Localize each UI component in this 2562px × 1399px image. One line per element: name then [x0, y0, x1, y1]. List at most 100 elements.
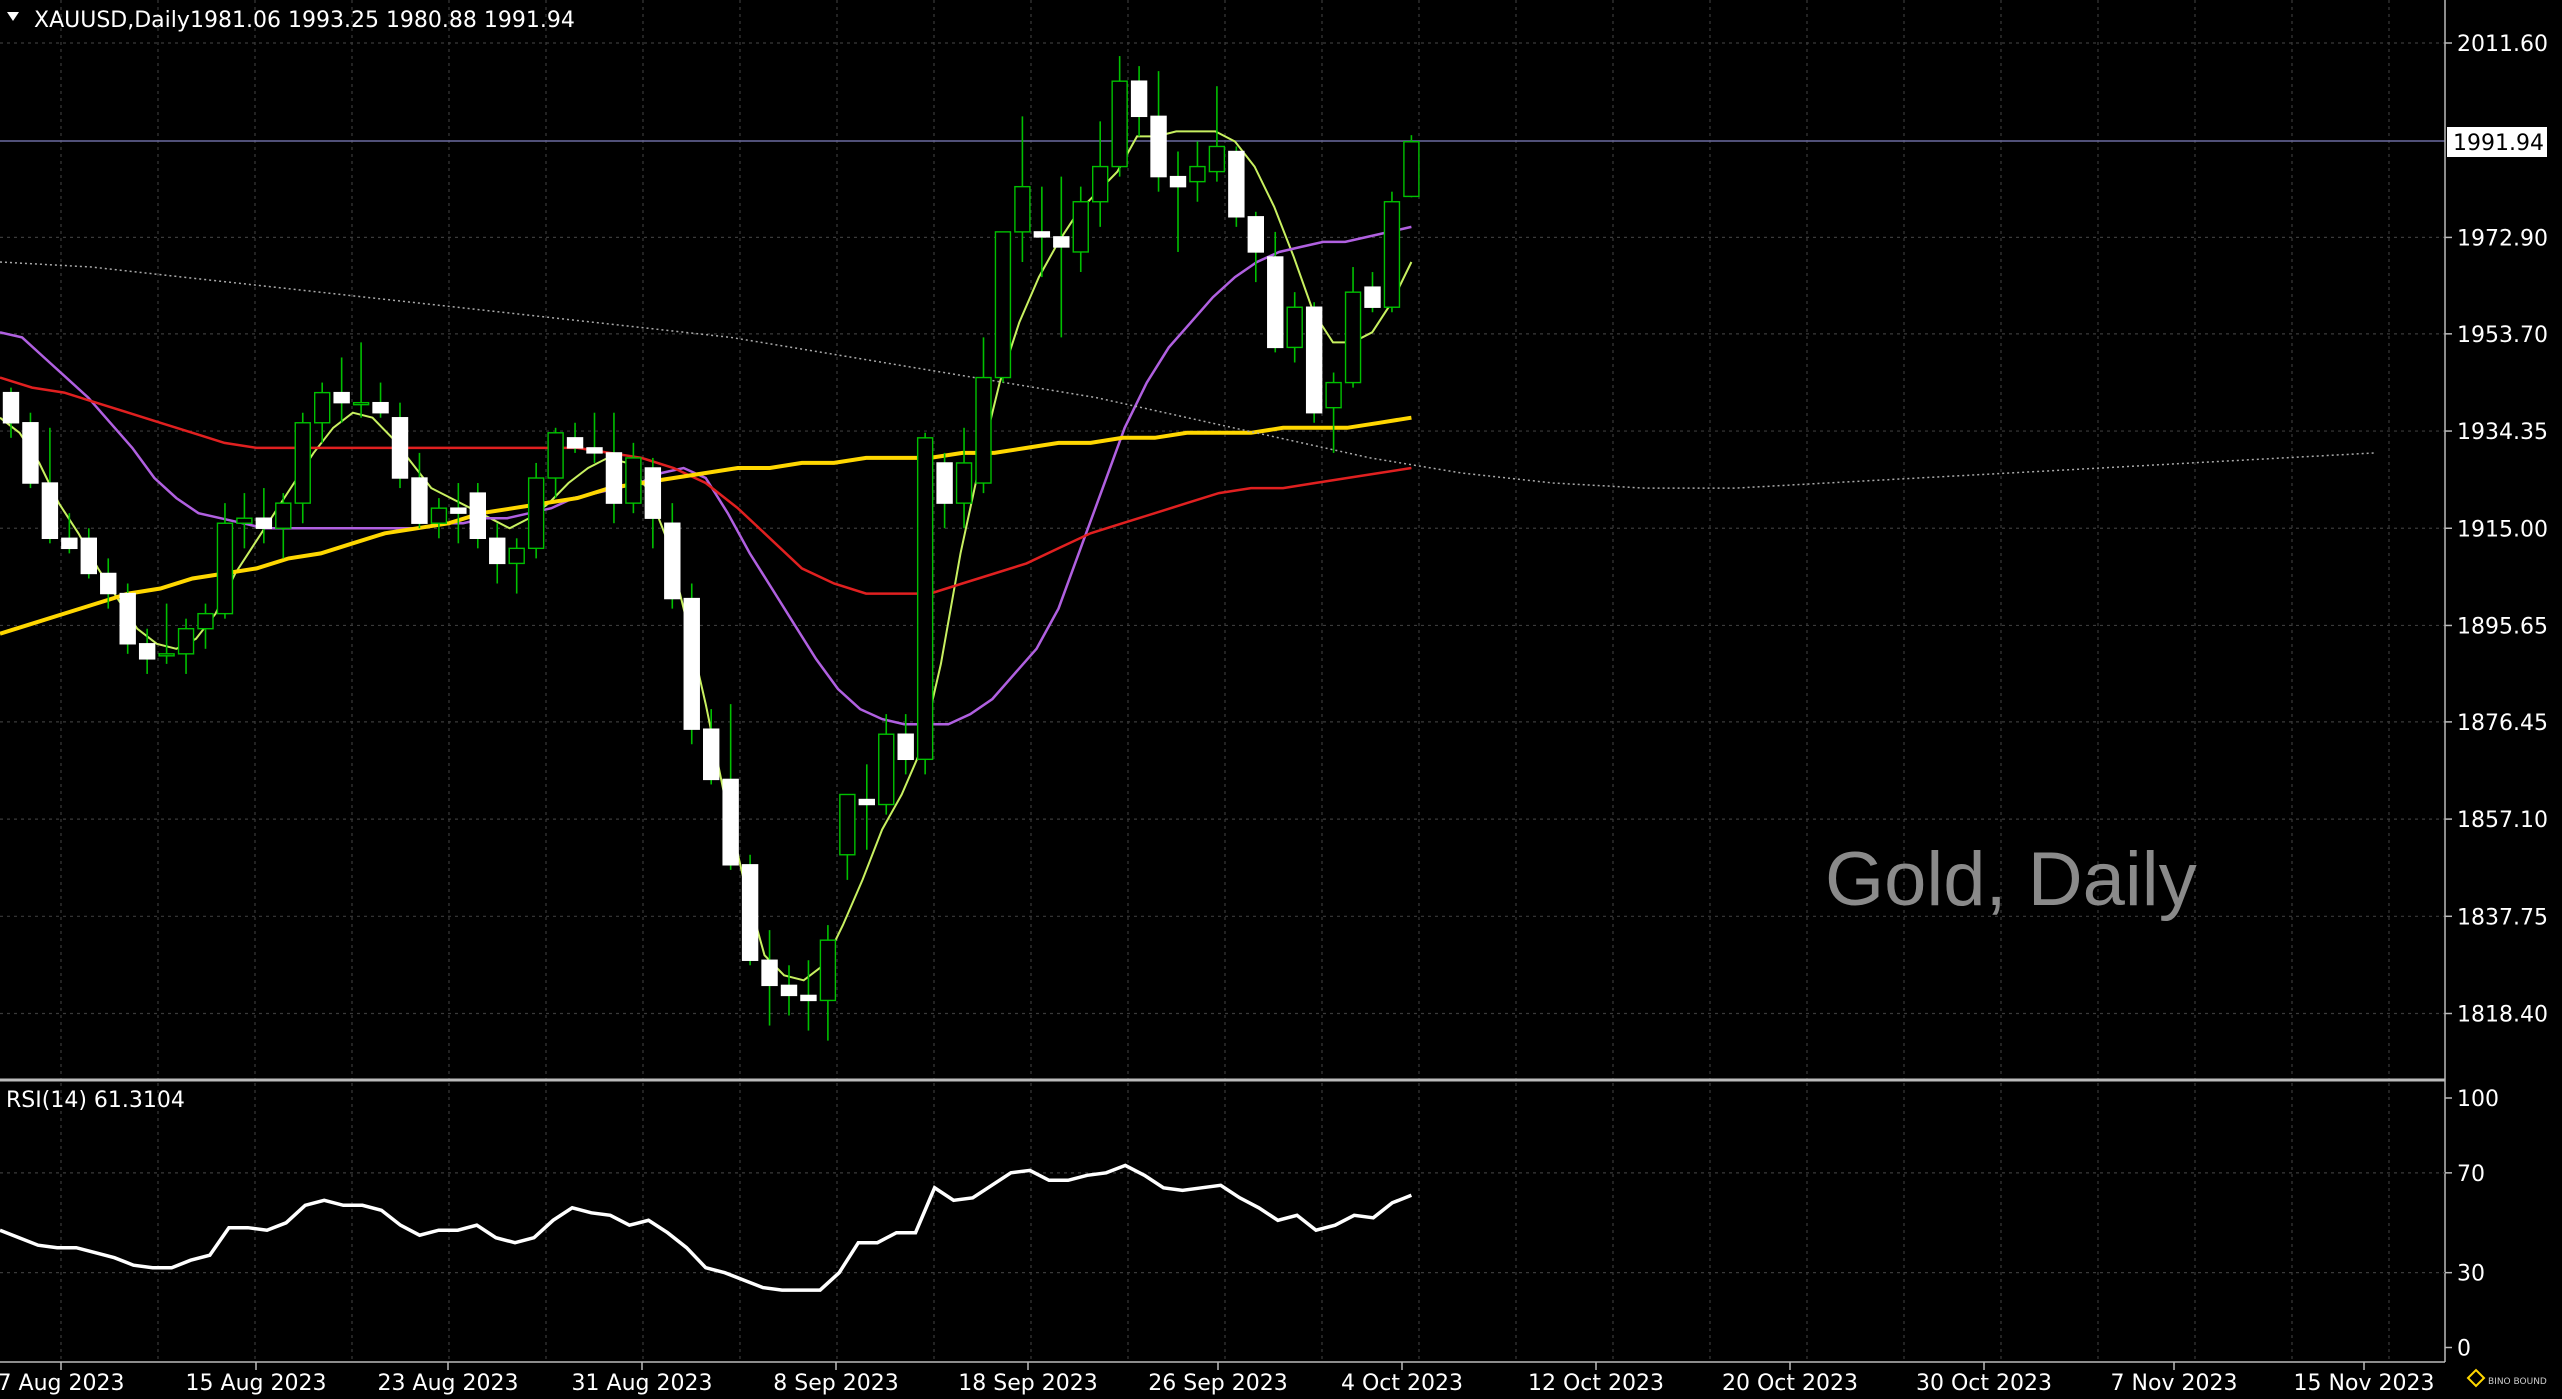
candle-body-down: [469, 492, 486, 539]
candle-body-down: [722, 778, 739, 866]
candle-body-up: [1325, 381, 1342, 409]
candle: [1325, 372, 1342, 453]
candle-body-down: [489, 537, 506, 565]
candle-body-up: [1286, 306, 1303, 349]
rsi-panel[interactable]: RSI(14) 61.3104 100 70 30 0: [0, 1083, 2499, 1362]
candle: [625, 442, 642, 514]
candle: [294, 412, 311, 524]
candle: [1091, 121, 1109, 227]
candle-body-down: [858, 798, 875, 806]
candle: [1072, 186, 1089, 273]
candle: [761, 930, 778, 1026]
price-tick-label: 1876.45: [2457, 711, 2548, 736]
candle-body-down: [411, 477, 428, 524]
candle-body-up: [1014, 185, 1031, 233]
candle: [1228, 146, 1245, 227]
candle-body-up: [994, 231, 1012, 379]
candle: [489, 523, 506, 584]
candle: [372, 382, 389, 418]
candle-body-down: [391, 417, 409, 479]
candle-body-up: [508, 547, 525, 565]
rsi-grid: [0, 1083, 2445, 1360]
candle: [41, 427, 59, 544]
candle-body-up: [625, 457, 642, 504]
candle: [1247, 211, 1265, 283]
candle: [547, 427, 564, 499]
candle-body-up: [216, 522, 234, 615]
candle-body-down: [780, 984, 798, 997]
candle-body-up: [916, 437, 934, 761]
candle: [1305, 302, 1323, 423]
price-tick-label: 1915.00: [2457, 517, 2548, 542]
date-tick-label: 12 Oct 2023: [1528, 1371, 1664, 1396]
candle: [839, 793, 856, 880]
candle-body-up: [197, 612, 214, 630]
candle-body-down: [605, 452, 623, 504]
time-axis[interactable]: 7 Aug 2023 15 Aug 2023 23 Aug 2023 31 Aug 2…: [0, 1361, 2445, 1396]
candle: [119, 583, 136, 654]
header: XAUUSD,Daily 1981.06 1993.25 1980.88 199…: [7, 8, 575, 33]
candle: [430, 498, 448, 539]
price-tick-label: 1837.75: [2457, 905, 2548, 930]
candle: [878, 714, 895, 815]
candle: [138, 628, 156, 674]
candle-body-down: [1364, 286, 1381, 308]
candle-body-up: [1189, 165, 1206, 183]
candle-body-down: [80, 537, 98, 575]
candle: [1403, 135, 1420, 198]
candle-body-down: [1053, 236, 1070, 248]
rsi-tick-label: 0: [2457, 1337, 2471, 1362]
candle: [955, 427, 973, 529]
candle: [1208, 86, 1226, 182]
candle: [916, 432, 934, 775]
candle: [61, 513, 78, 554]
candle: [566, 422, 584, 453]
candle-body-down: [333, 391, 350, 404]
candle: [236, 493, 253, 549]
date-tick-label: 15 Nov 2023: [2294, 1371, 2435, 1396]
rsi-tick-label: 30: [2457, 1262, 2485, 1287]
candle-body-up: [177, 628, 195, 655]
date-tick-label: 31 Aug 2023: [572, 1371, 713, 1396]
current-price-label: 1991.94: [2453, 131, 2544, 156]
symbol-label: XAUUSD,Daily: [34, 8, 190, 33]
date-tick-label: 7 Nov 2023: [2111, 1371, 2238, 1396]
svg-text:BINO BOUND: BINO BOUND: [2488, 1377, 2547, 1387]
candle-body-down: [255, 517, 273, 529]
candle-body-down: [703, 728, 720, 781]
rsi-tick-label: 100: [2457, 1087, 2499, 1112]
candle: [1189, 141, 1206, 202]
ma_mid-line: [0, 225, 1412, 726]
date-tick-label: 7 Aug 2023: [0, 1371, 124, 1396]
rsi-label: RSI(14) 61.3104: [6, 1088, 185, 1113]
candle-body-up: [430, 507, 448, 524]
candle-body-down: [683, 597, 700, 730]
price-tick-label: 1818.40: [2457, 1003, 2548, 1028]
candle-body-up: [1091, 165, 1109, 203]
candle-body-down: [800, 994, 817, 1002]
candle: [411, 452, 428, 529]
candle: [1033, 186, 1051, 278]
candle-body-down: [566, 437, 584, 449]
candle-body-down: [644, 467, 662, 519]
candle-body-down: [138, 643, 156, 660]
brand-logo: BINO BOUND: [2466, 1368, 2547, 1388]
candle-body-up: [294, 422, 311, 504]
candle-body-up: [275, 502, 292, 529]
candle-body-down: [1130, 80, 1148, 118]
candle: [975, 337, 992, 494]
candle: [683, 583, 700, 745]
candle-body-down: [1305, 306, 1323, 414]
candle: [994, 231, 1012, 383]
candle: [158, 603, 175, 664]
candle: [605, 412, 623, 524]
main-panel[interactable]: Gold, Daily XAUUSD,Daily 1981.06 1993.25…: [0, 0, 2445, 1080]
collapse-triangle-icon[interactable]: [7, 12, 19, 21]
price-tick-label: 1953.70: [2457, 323, 2548, 348]
candle-body-down: [119, 592, 136, 645]
candle-body-down: [1228, 150, 1245, 218]
price-axis[interactable]: 2011.60 1972.90 1953.70 1934.35 1915.00 1895.…: [2444, 0, 2548, 1362]
candle-body-up: [975, 376, 992, 484]
candle: [469, 483, 486, 549]
